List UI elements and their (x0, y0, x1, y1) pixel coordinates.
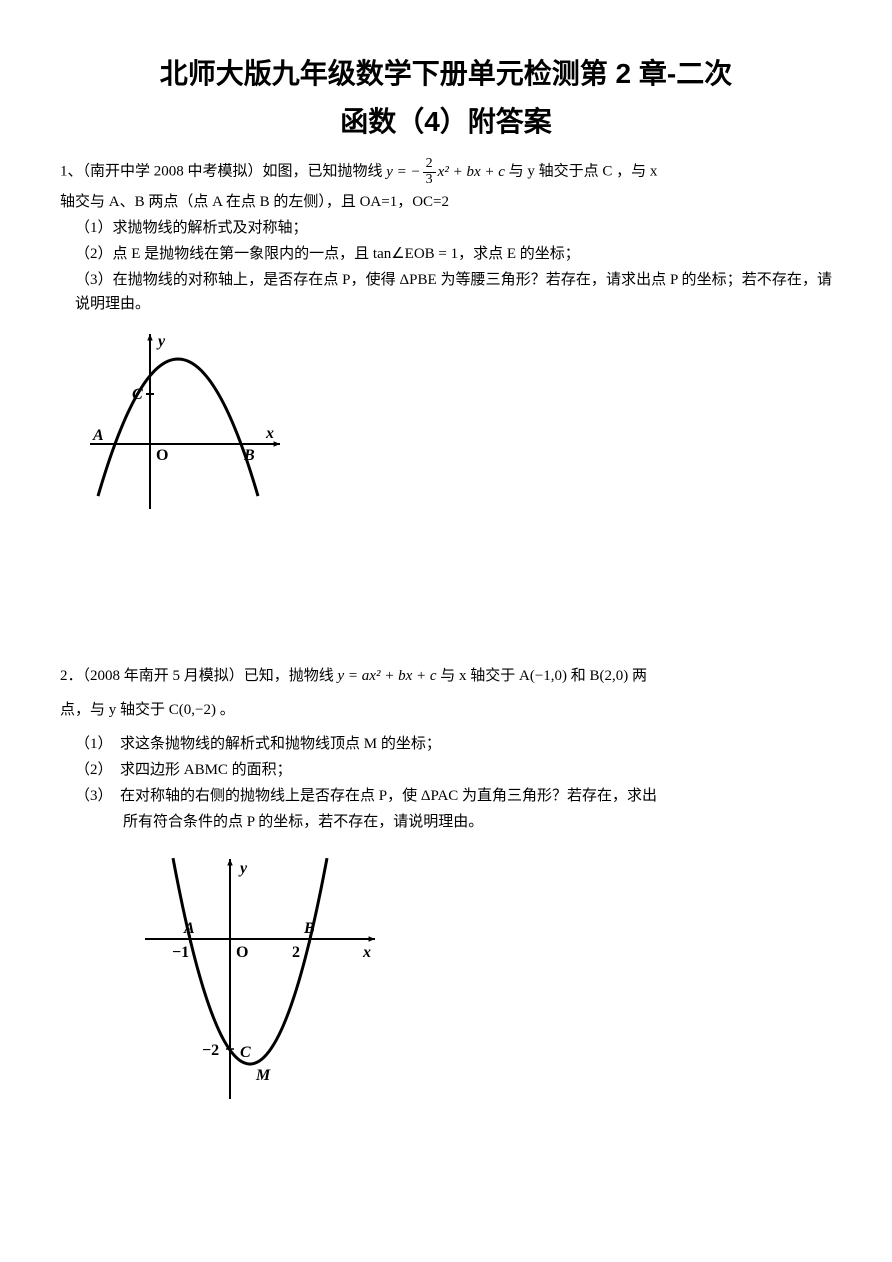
q2-line2: 点，与 y 轴交于 C(0,−2) 。 (60, 698, 832, 722)
q1-formula-prefix: y = − (386, 164, 420, 180)
q2-part2: （2） 求四边形 ABMC 的面积； (75, 758, 832, 782)
svg-text:A: A (92, 427, 104, 444)
q1-formula: y = −23x² + bx + c (386, 164, 508, 180)
svg-text:2: 2 (292, 944, 300, 961)
svg-text:B: B (243, 447, 255, 464)
q2-formula: y = ax² + bx + c (338, 668, 441, 684)
q1-line2: 轴交与 A、B 两点（点 A 在点 B 的左侧），且 OA=1，OC=2 (60, 190, 832, 214)
frac-den: 3 (423, 173, 436, 188)
svg-text:y: y (238, 860, 248, 877)
svg-text:y: y (156, 333, 166, 350)
q2-stem: 2．（2008 年南开 5 月模拟）已知，抛物线 y = ax² + bx + … (60, 664, 832, 688)
svg-text:A: A (183, 920, 195, 937)
q1-fraction: 23 (423, 157, 436, 187)
q2-stem-a: 2．（2008 年南开 5 月模拟）已知，抛物线 (60, 668, 334, 684)
svg-text:x: x (362, 944, 371, 961)
q1-stem: 1、（南开中学 2008 中考模拟）如图，已知抛物线 y = −23x² + b… (60, 157, 832, 187)
svg-text:O: O (156, 447, 168, 464)
q1-part2: （2）点 E 是抛物线在第一象限内的一点，且 tan∠EOB = 1，求点 E … (75, 242, 832, 266)
svg-text:C: C (240, 1044, 251, 1061)
spacing (60, 522, 832, 662)
q2-part3b: 所有符合条件的点 P 的坐标，若不存在，请说明理由。 (60, 810, 832, 834)
svg-text:M: M (255, 1067, 271, 1084)
frac-num: 2 (423, 157, 436, 173)
q2-parabola-svg: A B CM Ox y −1 2 −2 (120, 849, 390, 1109)
svg-text:−2: −2 (202, 1042, 219, 1059)
title-line1: 北师大版九年级数学下册单元检测第 2 章-二次 (60, 50, 832, 98)
q2-stem-b: 与 x 轴交于 A(−1,0) 和 B(2,0) 两 (440, 668, 647, 684)
q1-stem-b: 与 y 轴交于点 C ，与 x (509, 164, 658, 180)
q1-part1: （1）求抛物线的解析式及对称轴； (75, 216, 832, 240)
q1-formula-suffix: x² + bx + c (438, 164, 505, 180)
svg-text:C: C (132, 386, 143, 403)
svg-text:B: B (303, 920, 315, 937)
q2-figure: A B CM Ox y −1 2 −2 (120, 849, 832, 1109)
q1-stem-a: 1、（南开中学 2008 中考模拟）如图，已知抛物线 (60, 164, 383, 180)
svg-text:O: O (236, 944, 248, 961)
svg-text:−1: −1 (172, 944, 189, 961)
q1-figure: A B C Ox y (80, 324, 832, 514)
title-line2: 函数（4）附答案 (60, 98, 832, 146)
q2-part1: （1） 求这条抛物线的解析式和抛物线顶点 M 的坐标； (75, 732, 832, 756)
q2-part3a: （3） 在对称轴的右侧的抛物线上是否存在点 P，使 ΔPAC 为直角三角形？若存… (75, 784, 832, 808)
q1-part3: （3）在抛物线的对称轴上，是否存在点 P，使得 ΔPBE 为等腰三角形？若存在，… (75, 268, 832, 316)
q1-parabola-svg: A B C Ox y (80, 324, 290, 514)
svg-text:x: x (265, 425, 274, 442)
